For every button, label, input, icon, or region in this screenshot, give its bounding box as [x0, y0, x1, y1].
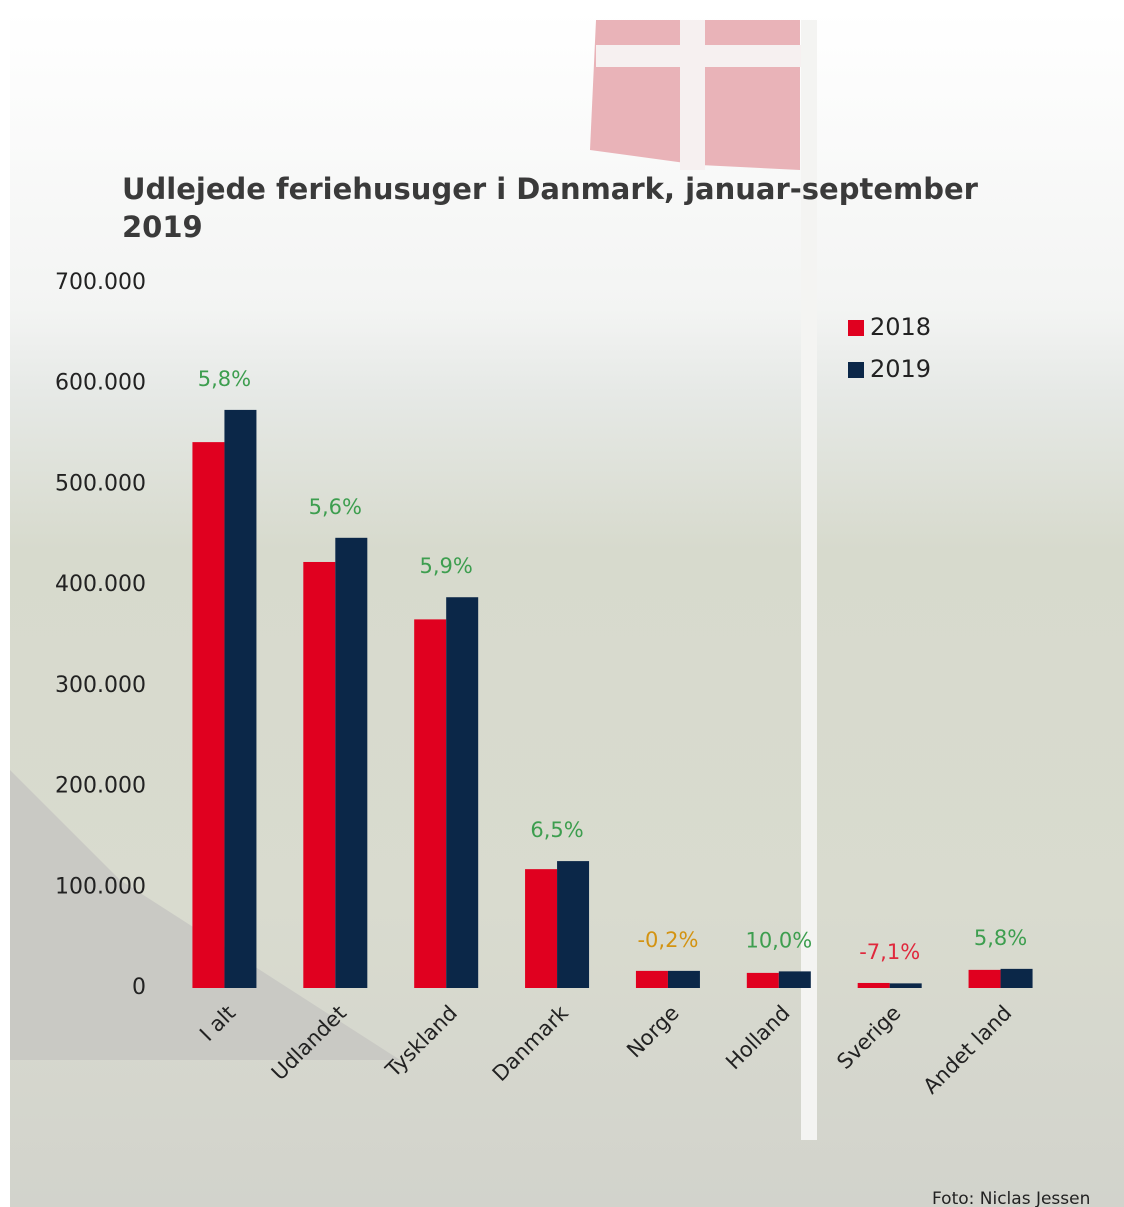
photo-credit: Foto: Niclas Jessen — [932, 1189, 1090, 1207]
y-tick-label: 200.000 — [55, 774, 146, 799]
y-tick-label: 300.000 — [55, 673, 146, 698]
flag-cross — [680, 20, 705, 170]
change-label: 10,0% — [745, 928, 812, 952]
legend-label: 2019 — [870, 355, 931, 383]
y-tick-label: 700.000 — [55, 270, 146, 295]
flag-pole — [801, 20, 817, 1140]
bar — [525, 869, 558, 988]
y-tick-label: 100.000 — [55, 874, 146, 899]
bar — [889, 983, 922, 988]
bar — [746, 972, 779, 988]
bar — [1000, 968, 1033, 988]
change-label: 5,8% — [198, 367, 251, 391]
bar — [667, 970, 700, 988]
y-tick-label: 400.000 — [55, 572, 146, 597]
bar — [778, 971, 811, 988]
bar — [557, 861, 590, 988]
bar — [303, 561, 336, 988]
change-label: 5,9% — [420, 554, 473, 578]
bar — [335, 537, 368, 988]
legend-label: 2018 — [870, 313, 931, 341]
bar — [968, 969, 1001, 988]
legend-swatch — [848, 320, 864, 336]
bar — [414, 619, 447, 988]
roof — [10, 770, 400, 1060]
y-tick-label: 0 — [132, 975, 146, 1000]
change-label: 5,6% — [309, 495, 362, 519]
bar — [857, 982, 890, 988]
bar — [446, 597, 479, 988]
y-tick-label: 600.000 — [55, 371, 146, 396]
bar — [635, 970, 668, 988]
bar — [192, 442, 225, 989]
bar — [224, 409, 257, 988]
chart-title: Udlejede feriehusuger i Danmark, januar-… — [122, 172, 978, 244]
change-label: -0,2% — [637, 928, 698, 952]
change-label: -7,1% — [859, 940, 920, 964]
legend-swatch — [848, 362, 864, 378]
change-label: 6,5% — [530, 818, 583, 842]
change-label: 5,8% — [974, 926, 1027, 950]
y-tick-label: 500.000 — [55, 471, 146, 496]
